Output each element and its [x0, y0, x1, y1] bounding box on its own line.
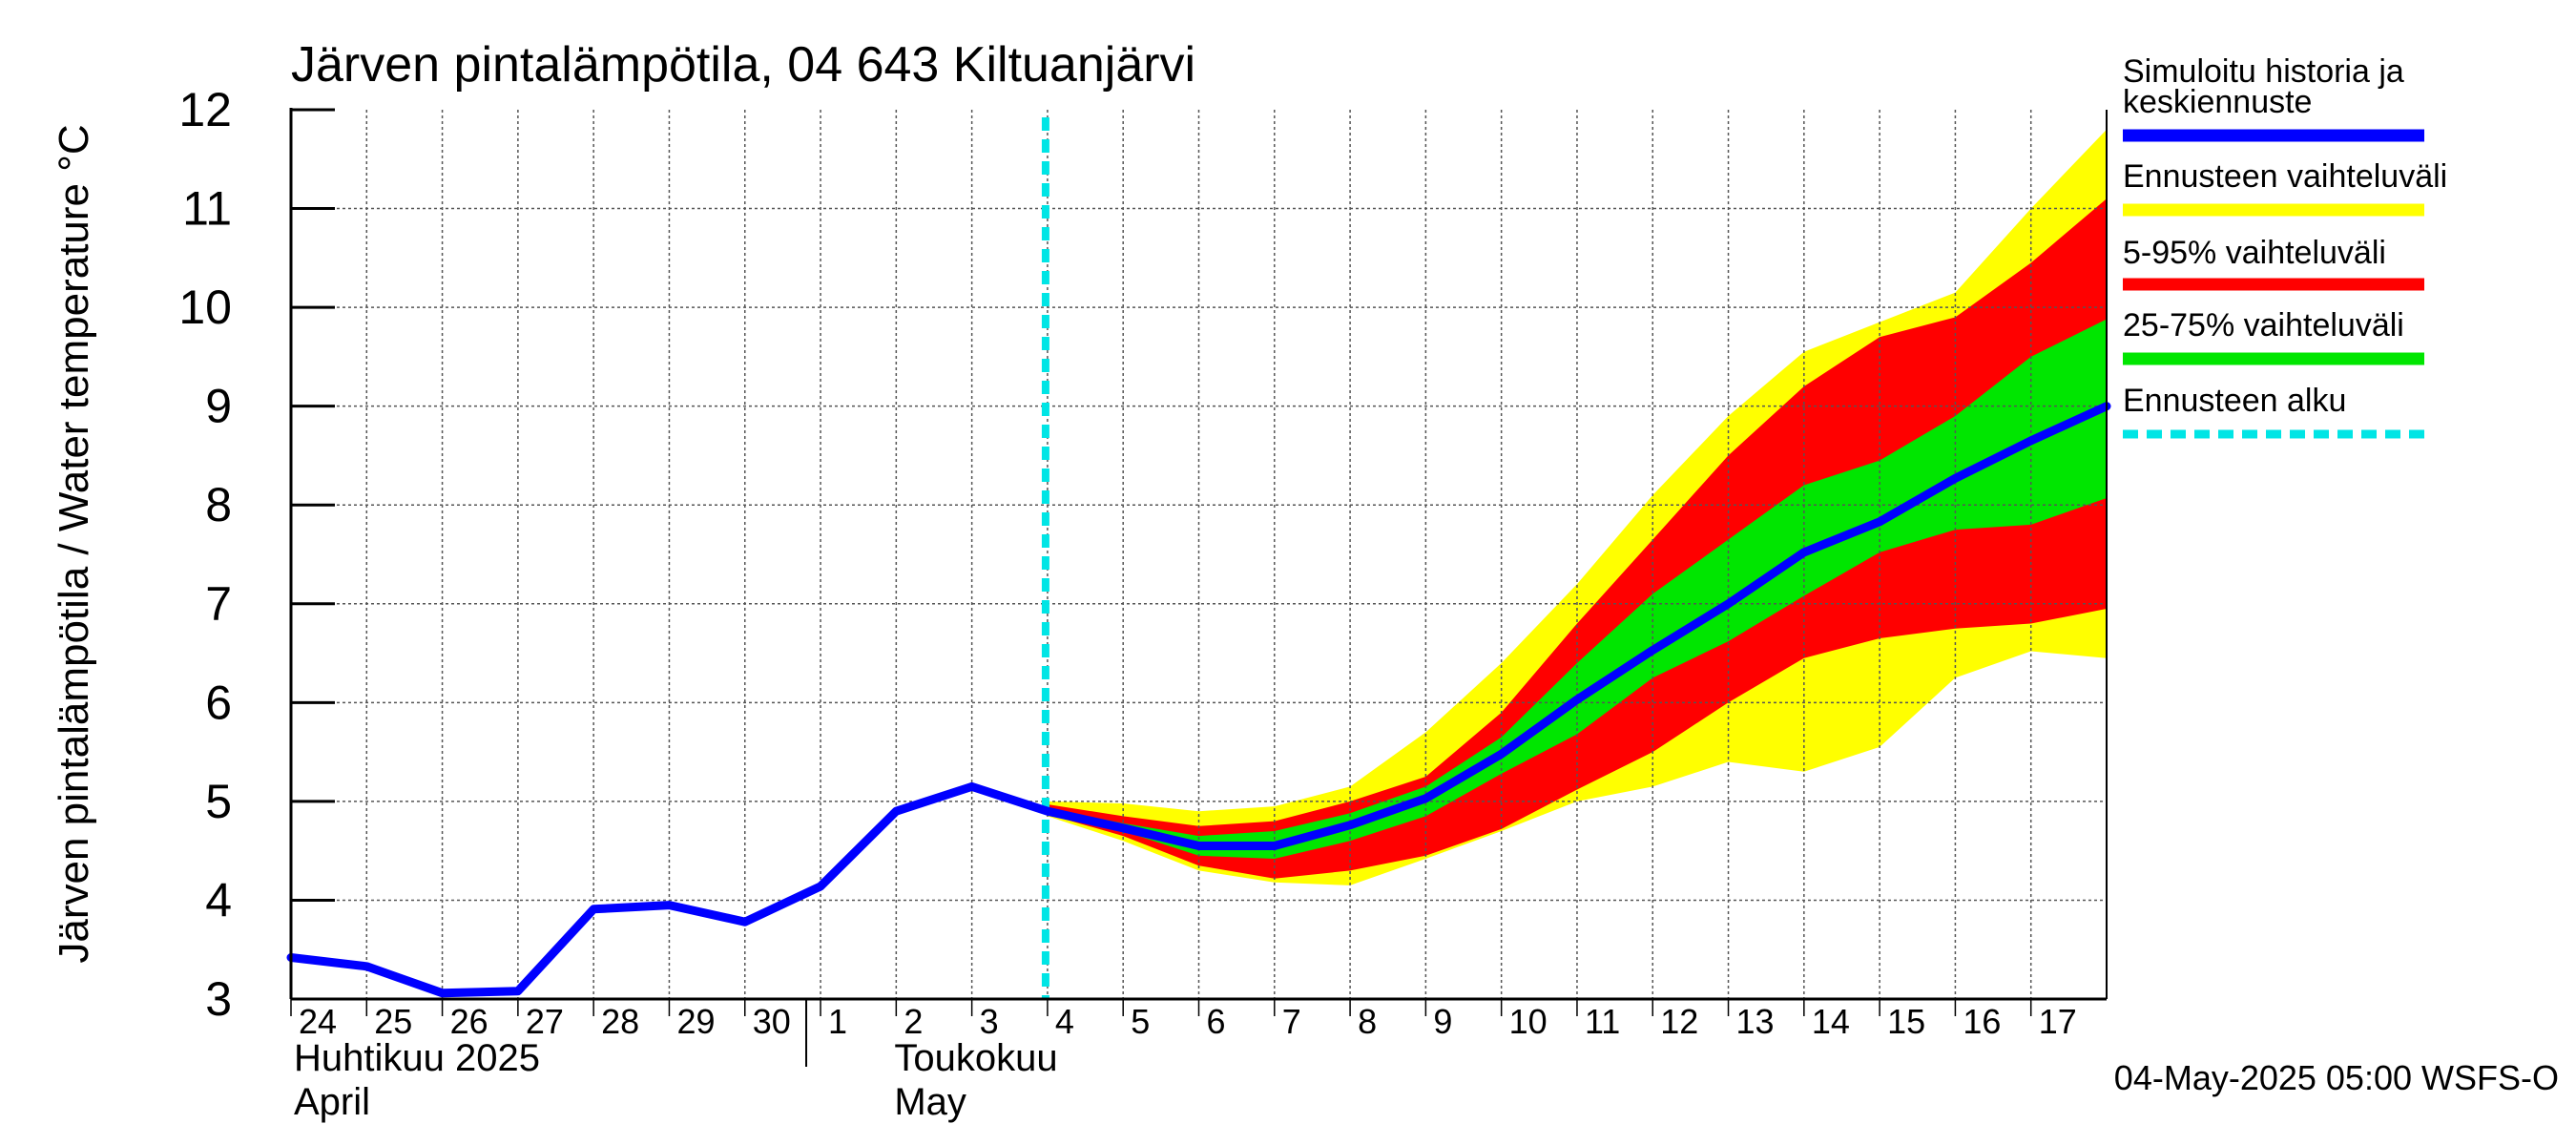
x-tick-label: 3 — [980, 1002, 999, 1041]
x-tick-label: 26 — [450, 1002, 488, 1041]
x-tick-label: 17 — [2039, 1002, 2077, 1041]
x-tick-label: 14 — [1812, 1002, 1850, 1041]
x-tick-label: 24 — [299, 1002, 337, 1041]
x-tick-label: 8 — [1358, 1002, 1377, 1041]
y-axis-label: Järven pintalämpötila / Water temperatur… — [51, 124, 97, 963]
x-tick-label: 12 — [1660, 1002, 1698, 1041]
x-tick-label: 7 — [1282, 1002, 1301, 1041]
x-tick-label: 10 — [1509, 1002, 1548, 1041]
legend-label: Ennusteen vaihteluväli — [2123, 158, 2447, 195]
x-tick-label: 15 — [1887, 1002, 1925, 1041]
x-tick-label: 13 — [1736, 1002, 1775, 1041]
x-tick-label: 25 — [374, 1002, 412, 1041]
x-tick-label: 1 — [828, 1002, 847, 1041]
x-tick-label: 11 — [1585, 1002, 1620, 1041]
x-tick-label: 16 — [1963, 1002, 2001, 1041]
legend-label: 5-95% vaihteluväli — [2123, 235, 2386, 271]
x-tick-label: 9 — [1433, 1002, 1452, 1041]
grid — [291, 110, 2107, 999]
band-ensemble-range — [1047, 129, 2107, 885]
legend-label: Ennusteen alku — [2123, 383, 2346, 419]
chart-title: Järven pintalämpötila, 04 643 Kiltuanjär… — [291, 37, 1195, 93]
y-tick-label: 6 — [205, 676, 232, 729]
timestamp-label: 04-May-2025 05:00 WSFS-O — [2114, 1058, 2559, 1097]
y-tick-label: 12 — [178, 83, 232, 136]
x-tick-label: 30 — [753, 1002, 791, 1041]
month-label-en: May — [894, 1081, 966, 1123]
series — [286, 117, 2111, 999]
y-tick-label: 7 — [205, 577, 232, 631]
month-label-fi: Huhtikuu 2025 — [294, 1037, 540, 1079]
x-tick-label: 2 — [904, 1002, 923, 1041]
x-tick-label: 4 — [1055, 1002, 1074, 1041]
band-5-95 — [1047, 198, 2107, 879]
x-tick-label: 6 — [1207, 1002, 1226, 1041]
y-tick-label: 3 — [205, 972, 232, 1026]
legend-label: keskiennuste — [2123, 84, 2312, 120]
y-tick-label: 11 — [182, 182, 232, 236]
x-tick-label: 27 — [526, 1002, 564, 1041]
legend-label: 25-75% vaihteluväli — [2123, 307, 2404, 344]
y-tick-label: 4 — [205, 873, 232, 926]
month-label-fi: Toukokuu — [894, 1037, 1057, 1079]
x-tick-label: 29 — [676, 1002, 715, 1041]
legend-label: Simuloitu historia ja — [2123, 53, 2404, 90]
y-tick-label: 5 — [205, 775, 232, 828]
series-line-mean — [286, 402, 2111, 998]
y-tick-label: 10 — [178, 281, 232, 334]
x-tick-label: 5 — [1131, 1002, 1150, 1041]
x-tick-label: 28 — [601, 1002, 639, 1041]
month-label-en: April — [294, 1081, 370, 1123]
y-tick-label: 8 — [205, 478, 232, 531]
y-tick-label: 9 — [205, 380, 232, 433]
